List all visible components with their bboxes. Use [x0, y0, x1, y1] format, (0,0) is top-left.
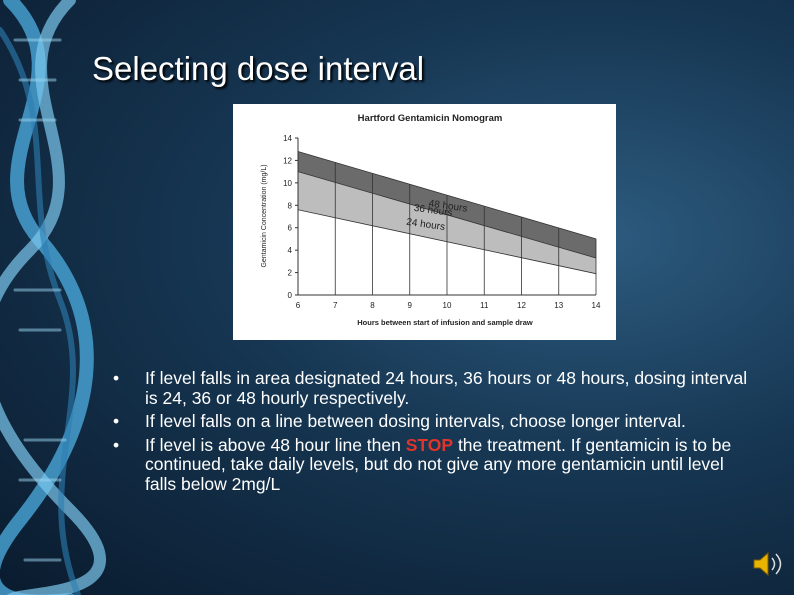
bullet-list: If level falls in area designated 24 hou… [113, 368, 753, 498]
chart-title: Hartford Gentamicin Nomogram [358, 113, 503, 124]
y-tick-label: 10 [283, 179, 292, 188]
bullet-text: STOP [405, 434, 454, 455]
y-tick-label: 4 [288, 246, 293, 255]
bullet: If level falls in area designated 24 hou… [113, 368, 753, 408]
x-tick-label: 9 [408, 301, 413, 310]
y-tick-label: 2 [288, 269, 293, 278]
chart: Hartford Gentamicin Nomogram Hours betwe… [261, 113, 601, 327]
bullet-text: If level falls in area designated 24 hou… [145, 368, 748, 408]
y-tick-label: 12 [283, 156, 292, 165]
chart-image: Hartford Gentamicin Nomogram Hours betwe… [233, 104, 616, 340]
x-tick-label: 6 [296, 301, 301, 310]
y-tick-label: 8 [288, 201, 293, 210]
x-tick-label: 7 [333, 301, 338, 310]
y-tick-label: 14 [283, 134, 292, 143]
band-label: 24 hours [406, 217, 446, 233]
y-tick-label: 0 [288, 291, 293, 300]
x-tick-label: 11 [480, 301, 489, 310]
bullet: If level is above 48 hour line then STOP… [113, 434, 753, 495]
y-axis-label: Gentamicin Concentration (mg/L) [261, 164, 268, 267]
bullet-text: If level falls on a line between dosing … [145, 411, 686, 431]
x-tick-label: 13 [554, 301, 563, 310]
slide-title: Selecting dose interval [92, 50, 425, 87]
x-tick-label: 12 [517, 301, 526, 310]
speaker-icon[interactable] [753, 551, 782, 577]
boundary-line [297, 151, 597, 240]
band-label: 36 hours [413, 203, 453, 219]
y-tick-label: 6 [288, 224, 293, 233]
band-label: 48 hours [428, 198, 468, 214]
x-tick-label: 14 [592, 301, 601, 310]
bullet-text: the treatment. If gentamicin is to be co… [145, 434, 732, 494]
x-axis-label: Hours between start of infusion and samp… [357, 318, 533, 327]
bullet-text: If level is above 48 hour line then [145, 434, 406, 455]
boundary-line [297, 171, 597, 259]
x-tick-label: 8 [370, 301, 375, 310]
bullet: If level falls on a line between dosing … [113, 411, 753, 432]
x-tick-label: 10 [443, 301, 452, 310]
boundary-line [297, 209, 597, 275]
